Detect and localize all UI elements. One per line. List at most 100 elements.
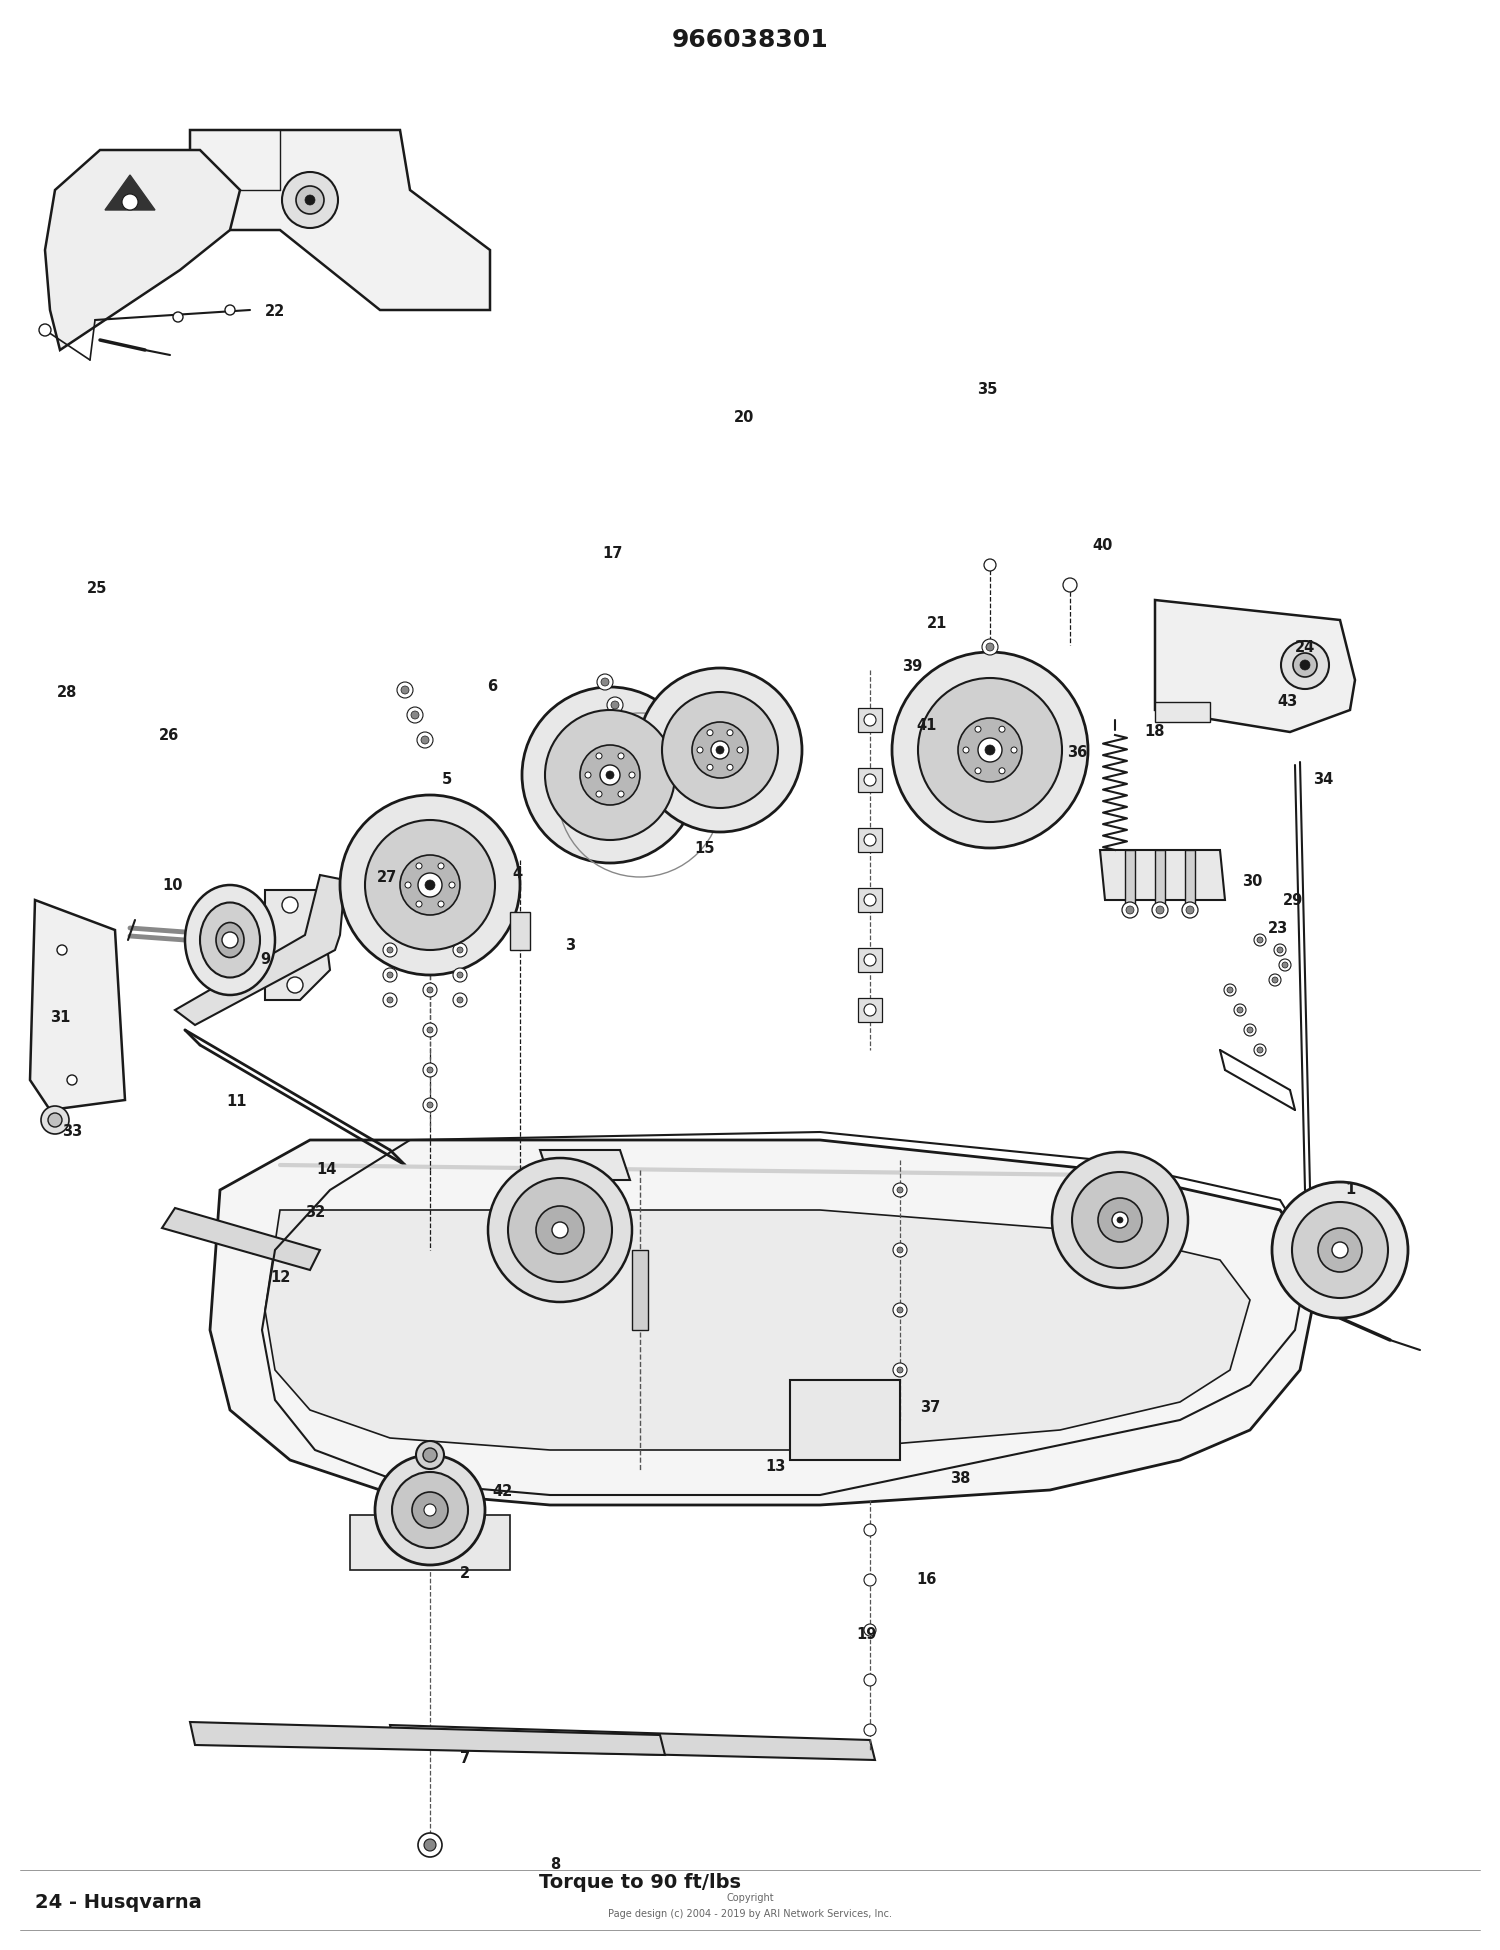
Text: 43: 43: [1276, 694, 1298, 710]
Circle shape: [864, 893, 876, 907]
Text: 35: 35: [976, 382, 998, 398]
Circle shape: [1224, 985, 1236, 996]
Bar: [858, 829, 882, 852]
Circle shape: [48, 1113, 62, 1127]
Circle shape: [897, 1306, 903, 1312]
Polygon shape: [176, 876, 345, 1026]
Text: 22: 22: [264, 304, 285, 320]
Text: 9: 9: [261, 952, 270, 967]
Bar: [858, 998, 882, 1022]
Text: 32: 32: [304, 1205, 326, 1221]
Circle shape: [424, 1503, 436, 1515]
Circle shape: [580, 745, 640, 805]
Text: 14: 14: [316, 1162, 338, 1178]
Circle shape: [172, 312, 183, 322]
Circle shape: [864, 1673, 876, 1687]
Text: 1: 1: [1346, 1182, 1354, 1197]
Polygon shape: [190, 131, 490, 310]
Text: 10: 10: [162, 878, 183, 893]
Circle shape: [596, 753, 602, 759]
Circle shape: [892, 1363, 908, 1377]
Circle shape: [1122, 903, 1138, 918]
Circle shape: [417, 731, 434, 749]
Circle shape: [411, 712, 419, 720]
Circle shape: [453, 993, 466, 1006]
Circle shape: [427, 987, 433, 993]
Circle shape: [864, 1574, 876, 1585]
Text: 33: 33: [62, 1123, 82, 1139]
Circle shape: [413, 1492, 448, 1529]
Circle shape: [692, 722, 748, 778]
Polygon shape: [162, 1207, 320, 1269]
Circle shape: [1234, 1004, 1246, 1016]
Circle shape: [68, 1074, 76, 1084]
Circle shape: [405, 881, 411, 887]
Circle shape: [999, 725, 1005, 731]
Circle shape: [1182, 903, 1198, 918]
Bar: [510, 913, 530, 950]
Circle shape: [610, 700, 620, 710]
Text: 17: 17: [602, 546, 622, 562]
Polygon shape: [390, 1726, 874, 1761]
Circle shape: [448, 881, 454, 887]
Text: 966038301: 966038301: [672, 27, 828, 53]
Circle shape: [1052, 1152, 1188, 1289]
Circle shape: [382, 993, 398, 1006]
Circle shape: [458, 996, 464, 1002]
Circle shape: [39, 324, 51, 335]
Bar: [790, 1381, 900, 1461]
Circle shape: [438, 864, 444, 870]
Circle shape: [416, 901, 422, 907]
Circle shape: [897, 1188, 903, 1193]
Circle shape: [1282, 961, 1288, 967]
Bar: [858, 887, 882, 913]
Circle shape: [282, 172, 338, 228]
Circle shape: [1246, 1028, 1252, 1034]
Circle shape: [618, 792, 624, 798]
Circle shape: [536, 1205, 584, 1254]
Circle shape: [1152, 903, 1168, 918]
Circle shape: [1292, 1201, 1388, 1299]
Bar: [350, 1515, 510, 1570]
Circle shape: [375, 1455, 484, 1566]
Text: 13: 13: [765, 1459, 786, 1474]
Circle shape: [400, 854, 460, 915]
Text: 16: 16: [916, 1572, 938, 1587]
Text: 18: 18: [1144, 723, 1166, 739]
Circle shape: [1254, 1043, 1266, 1057]
Text: 2: 2: [460, 1566, 470, 1581]
Text: 20: 20: [734, 410, 754, 425]
Circle shape: [897, 1246, 903, 1254]
Circle shape: [1274, 944, 1286, 956]
Text: 37: 37: [920, 1400, 940, 1416]
Text: ARIPartsDiagram™: ARIPartsDiagram™: [621, 1182, 778, 1199]
Circle shape: [419, 874, 442, 897]
Ellipse shape: [184, 885, 274, 994]
Circle shape: [522, 686, 698, 864]
Text: 42: 42: [492, 1484, 513, 1500]
Polygon shape: [45, 150, 240, 349]
Bar: [1185, 850, 1196, 911]
Circle shape: [736, 747, 742, 753]
Bar: [858, 948, 882, 971]
Circle shape: [602, 679, 609, 686]
Text: Torque to 90 ft/lbs: Torque to 90 ft/lbs: [538, 1872, 741, 1892]
Circle shape: [706, 764, 712, 770]
Circle shape: [711, 741, 729, 759]
Text: 15: 15: [694, 840, 715, 856]
Circle shape: [438, 901, 444, 907]
Circle shape: [638, 669, 802, 833]
Circle shape: [600, 764, 619, 786]
Circle shape: [892, 651, 1088, 848]
Circle shape: [416, 1441, 444, 1468]
Circle shape: [552, 1223, 568, 1238]
Circle shape: [1156, 907, 1164, 915]
Circle shape: [596, 792, 602, 798]
Circle shape: [728, 764, 734, 770]
Text: 36: 36: [1066, 745, 1088, 760]
Polygon shape: [1155, 702, 1210, 722]
Circle shape: [122, 193, 138, 211]
Circle shape: [975, 768, 981, 774]
Circle shape: [1318, 1228, 1362, 1271]
Circle shape: [1244, 1024, 1256, 1035]
